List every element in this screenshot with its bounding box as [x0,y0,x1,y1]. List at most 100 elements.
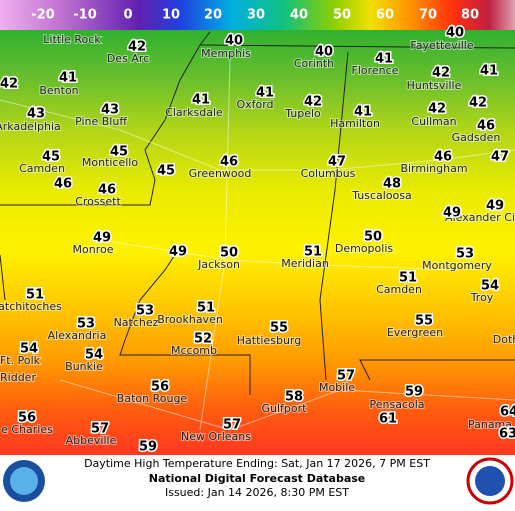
temperature-label: 45 [110,145,128,160]
city-label: Demopolis [335,242,394,255]
city-label: Hattiesburg [237,334,301,347]
legend-tick-label: 70 [419,8,437,23]
city-label: Alexander Ci [445,211,515,224]
state-borders [0,31,515,395]
temperature-label: 46 [477,119,495,134]
noaa-logo [3,460,45,502]
city-label: Alexandria [48,329,107,342]
temperature-label: 46 [54,177,72,192]
city-label: Columbus [301,167,356,180]
temperature-label: 59 [139,440,157,455]
city-label: Tuscaloosa [351,189,412,202]
city-label: Mobile [319,381,355,394]
temperature-label: 46 [98,183,116,198]
city-label: Panama [468,418,512,431]
city-label: Hamilton [330,117,380,130]
temperature-label: 53 [456,247,474,262]
city-label: Cullman [411,115,456,128]
city-label: Ridder [0,371,36,384]
legend-tick-label: 20 [204,8,222,23]
legend-tick-label: 10 [162,8,180,23]
temperature-field [0,30,515,455]
temperature-label: 56 [18,411,36,426]
temperature-label: 49 [93,231,111,246]
city-label: Greenwood [189,167,252,180]
city-label: Brookhaven [157,313,223,326]
temperature-label: 42 [128,40,146,55]
city-label: Crossett [75,195,121,208]
city-label: Doth [493,333,515,346]
city-label: Camden [376,283,422,296]
city-label: Pine Bluff [75,115,127,128]
city-label: Monticello [82,156,138,169]
temperature-label: 55 [270,321,288,336]
temperature-label: 54 [85,348,103,363]
legend-tick-label: 50 [333,8,351,23]
city-label: Montgomery [422,259,492,272]
temperature-label: 56 [151,380,169,395]
temperature-label: 51 [399,271,417,286]
legend-tick-label: -10 [73,8,97,23]
color-legend [0,0,515,30]
temperature-label: 42 [432,66,450,81]
temperature-label: 41 [256,86,274,101]
temperature-label: 41 [375,52,393,67]
city-label: Birmingham [400,162,467,175]
footer-title: National Digital Forecast Database [149,472,366,485]
legend-tick-label: 30 [247,8,265,23]
temperature-label: 46 [434,150,452,165]
city-label: Abbeville [66,434,117,447]
city-label: Bunkie [65,360,103,373]
city-label: New Orleans [181,430,251,443]
temperature-label: 41 [480,64,498,79]
temperature-label: 51 [26,288,44,303]
temperature-label: 41 [354,105,372,120]
temperature-label: 55 [415,314,433,329]
city-label: Des Arc [107,52,149,65]
legend-tick-label: 60 [376,8,394,23]
city-label: e Charles [1,423,53,436]
city-label: Jackson [197,258,240,271]
city-label: Evergreen [387,326,443,339]
temperature-label: 40 [315,45,333,60]
temperature-label: 51 [197,301,215,316]
temperature-label: 42 [304,95,322,110]
temperature-label: 59 [405,385,423,400]
legend-tick-label: 80 [461,8,479,23]
city-label: atchitoches [0,300,62,313]
temperature-label: 40 [225,34,243,49]
temperature-label: 49 [443,206,461,221]
city-label: Ft. Polk [0,354,41,367]
nws-logo [466,457,514,505]
temperature-label: 51 [304,245,322,260]
temperature-label: 47 [491,150,509,165]
roads [0,59,515,431]
city-label: Monroe [73,243,114,256]
temperature-label: 47 [328,155,346,170]
temperature-label: 50 [364,230,382,245]
city-label: Huntsville [407,79,462,92]
temperature-label: 63 [499,427,515,442]
temperature-label: 45 [157,164,175,179]
temperature-label: 54 [481,279,499,294]
temperature-label: 41 [192,93,210,108]
temperature-label: 50 [220,246,238,261]
legend-tick-label: 40 [290,8,308,23]
city-label: Oxford [236,98,273,111]
city-label: Meridian [281,257,329,270]
temperature-label: 45 [42,150,60,165]
temperature-label: 58 [285,390,303,405]
city-label: Clarksdale [165,106,223,119]
temperature-label: 64 [500,405,515,420]
city-label: Memphis [201,47,251,60]
city-label: Gulfport [262,402,308,415]
city-label: Little Rock [43,33,101,46]
temperature-label: 43 [27,107,45,122]
footer-panel [0,455,515,507]
footer-caption: Daytime High Temperature Ending: Sat, Ja… [84,457,430,470]
temperature-label: 53 [136,304,154,319]
temperature-label: 46 [220,155,238,170]
city-label: Baton Rouge [117,392,188,405]
city-label: Florence [352,64,399,77]
